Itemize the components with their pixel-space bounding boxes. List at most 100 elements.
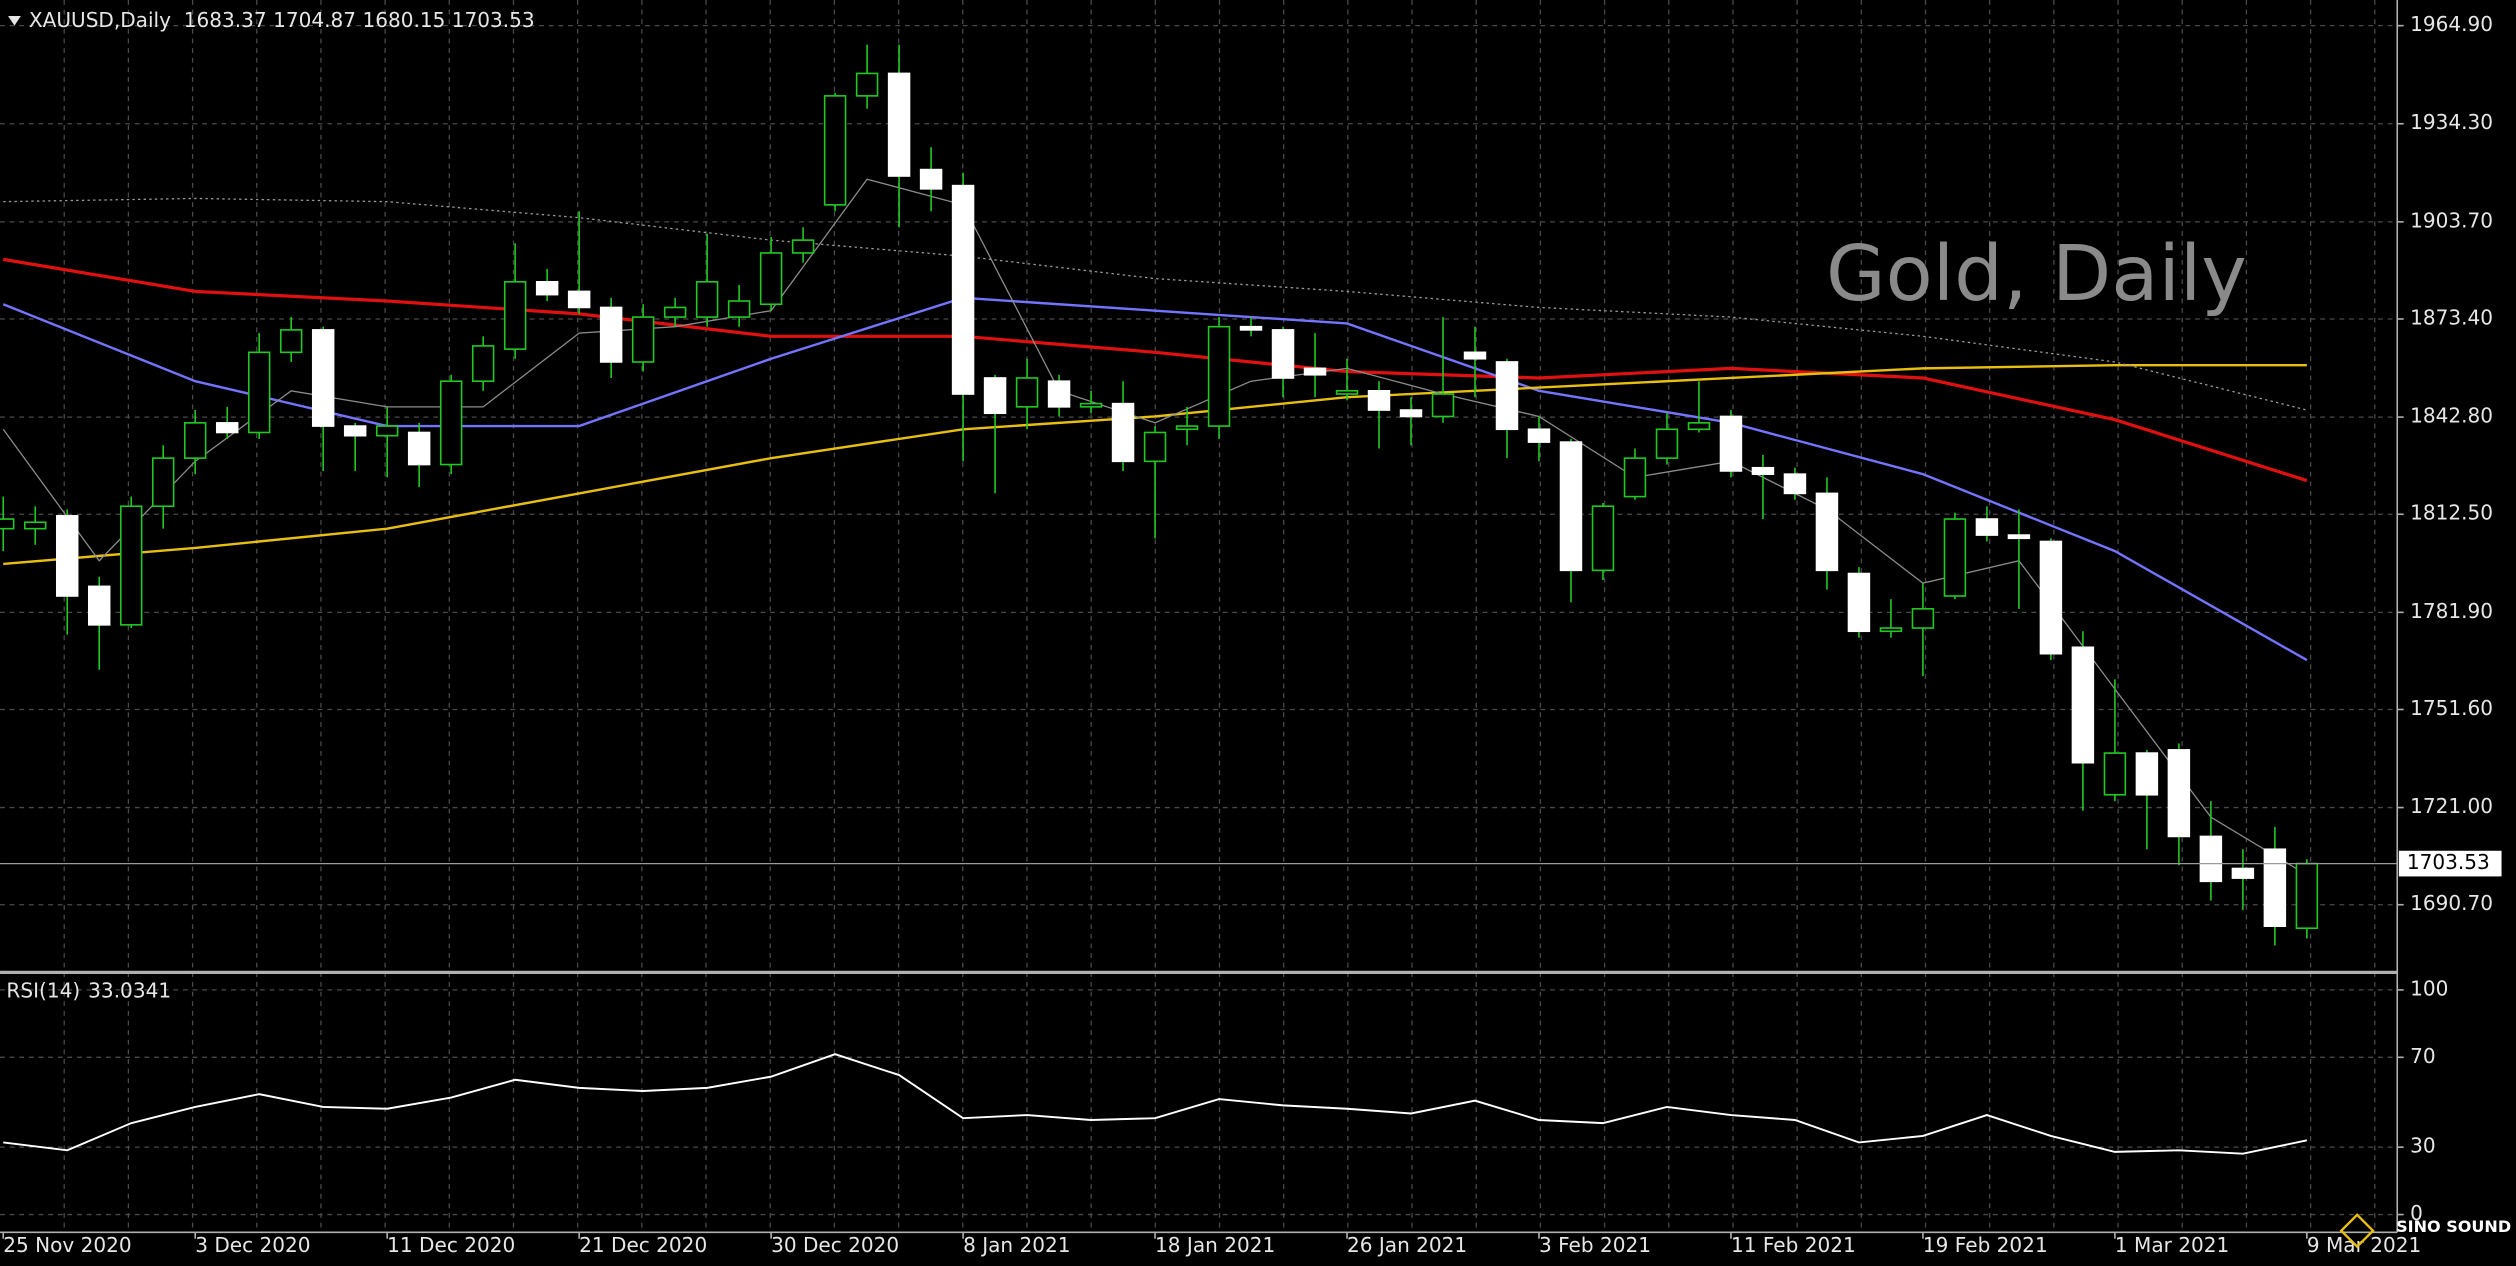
candle-body-down xyxy=(1303,367,1327,376)
rsi-plot xyxy=(3,1053,2308,1155)
candle-body-up xyxy=(1623,457,1647,498)
x-tick-label: 18 Jan 2021 xyxy=(1155,1233,1275,1257)
candle-body-up xyxy=(375,425,399,437)
y-tick-label: 1873.40 xyxy=(2410,305,2493,329)
candle-body-down xyxy=(2039,540,2063,655)
candle-body-down xyxy=(599,306,623,363)
x-tick-label: 26 Jan 2021 xyxy=(1347,1233,1467,1257)
y-tick-label: 1964.90 xyxy=(2410,12,2493,36)
indicator-line xyxy=(3,197,2308,411)
candle-body-down xyxy=(2263,848,2287,928)
y-tick-label: 100 xyxy=(2410,976,2448,1000)
candle-body-down xyxy=(887,72,911,177)
symbol: XAUUSD,Daily xyxy=(29,7,171,31)
open-value: 1683.37 xyxy=(184,7,267,31)
candle-body-down xyxy=(2135,752,2159,796)
candle-body-up xyxy=(1591,505,1615,572)
watermark: SINO SOUND xyxy=(2396,1217,2511,1236)
candle-body-down xyxy=(1527,428,1551,443)
candle-body-up xyxy=(1687,422,1711,431)
current-price-box xyxy=(2398,850,2502,877)
y-tick-label: 0 xyxy=(2410,1201,2423,1225)
y-tick-label: 1690.70 xyxy=(2410,891,2493,915)
candle-body-up xyxy=(695,281,719,318)
candle-body-down xyxy=(1751,466,1775,475)
y-tick-label: 1903.70 xyxy=(2410,208,2493,232)
candle-body-down xyxy=(1719,415,1743,472)
candle-body-up xyxy=(23,521,47,530)
candle-body-up xyxy=(855,72,879,97)
candle-body-up xyxy=(2103,752,2127,796)
rsi-header: RSI(14) 33.0341 xyxy=(6,978,171,1002)
candle-body-down xyxy=(2071,646,2095,764)
candle-body-down xyxy=(1847,572,1871,633)
y-tick-label: 1934.30 xyxy=(2410,110,2493,134)
candle-body-up xyxy=(247,351,271,434)
x-tick-label: 21 Dec 2020 xyxy=(579,1233,707,1257)
rsi-title: RSI(14) xyxy=(6,978,80,1002)
menu-arrow[interactable] xyxy=(8,16,21,26)
candle-body-up xyxy=(279,329,303,354)
x-tick-label: 30 Dec 2020 xyxy=(771,1233,899,1257)
close-value: 1703.53 xyxy=(452,7,535,31)
candle-body-down xyxy=(407,431,431,466)
current-price-label: 1703.53 xyxy=(2407,850,2490,874)
x-tick-label: 11 Dec 2020 xyxy=(387,1233,515,1257)
y-tick-label: 70 xyxy=(2410,1044,2436,1068)
candle-body-down xyxy=(951,184,975,395)
candle-body-up xyxy=(1015,377,1039,408)
y-tick-label: 1812.50 xyxy=(2410,501,2493,525)
low-value: 1680.15 xyxy=(362,7,445,31)
candle-body-down xyxy=(55,515,79,597)
vertical-grid xyxy=(63,0,2376,1233)
x-tick-label: 19 Feb 2021 xyxy=(1923,1233,2048,1257)
candle-body-down xyxy=(311,329,335,427)
candle-body-down xyxy=(215,422,239,434)
candle-body-up xyxy=(1879,627,1903,633)
x-tick-label: 3 Feb 2021 xyxy=(1539,1233,1651,1257)
candle-body-up xyxy=(663,306,687,318)
y-tick-label: 1781.90 xyxy=(2410,599,2493,623)
indicator-line xyxy=(3,363,2307,566)
candle-body-down xyxy=(1783,473,1807,495)
candle-body-up xyxy=(439,380,463,466)
candle-body-down xyxy=(1495,361,1519,431)
x-tick-label: 1 Mar 2021 xyxy=(2115,1233,2229,1257)
candle-body-down xyxy=(983,377,1007,415)
candle-body-up xyxy=(1207,325,1231,427)
candle-body-up xyxy=(791,239,815,254)
candle-body-down xyxy=(2167,749,2191,838)
candle-body-up xyxy=(1079,402,1103,408)
candle-body-up xyxy=(1911,608,1935,629)
rsi-value: 33.0341 xyxy=(88,978,171,1002)
candle-body-up xyxy=(727,300,751,318)
candle-body-down xyxy=(1239,325,1263,331)
candle-body-down xyxy=(535,281,559,296)
candle-body-up xyxy=(119,505,143,626)
candle-body-up xyxy=(151,457,175,508)
candle-body-down xyxy=(2007,534,2031,540)
candle-body-up xyxy=(1655,428,1679,459)
candle-body-down xyxy=(1399,409,1423,418)
price-plot xyxy=(0,44,2319,946)
x-tick-label: 3 Dec 2020 xyxy=(195,1233,310,1257)
candle-body-down xyxy=(1559,441,1583,572)
candle-body-up xyxy=(183,422,207,459)
candle-body-up xyxy=(1143,431,1167,463)
candle-body-down xyxy=(1367,390,1391,411)
candle-body-up xyxy=(2295,862,2319,930)
chart-header: XAUUSD,Daily 1683.37 1704.87 1680.15 1703.53 xyxy=(29,7,535,31)
candle-body-up xyxy=(1943,518,1967,597)
annotation: Gold, Daily xyxy=(1826,230,2247,319)
candle-body-up xyxy=(471,345,495,382)
indicator-line xyxy=(3,1053,2308,1155)
logo xyxy=(2339,1213,2375,1249)
y-tick-label: 1842.80 xyxy=(2410,404,2493,428)
y-tick-label: 30 xyxy=(2410,1134,2436,1158)
x-tick-label: 25 Nov 2020 xyxy=(3,1233,131,1257)
plot-layer xyxy=(0,25,2398,1216)
candle-body-up xyxy=(503,281,527,350)
candle-body-down xyxy=(1111,402,1135,463)
candle-body-down xyxy=(919,168,943,190)
